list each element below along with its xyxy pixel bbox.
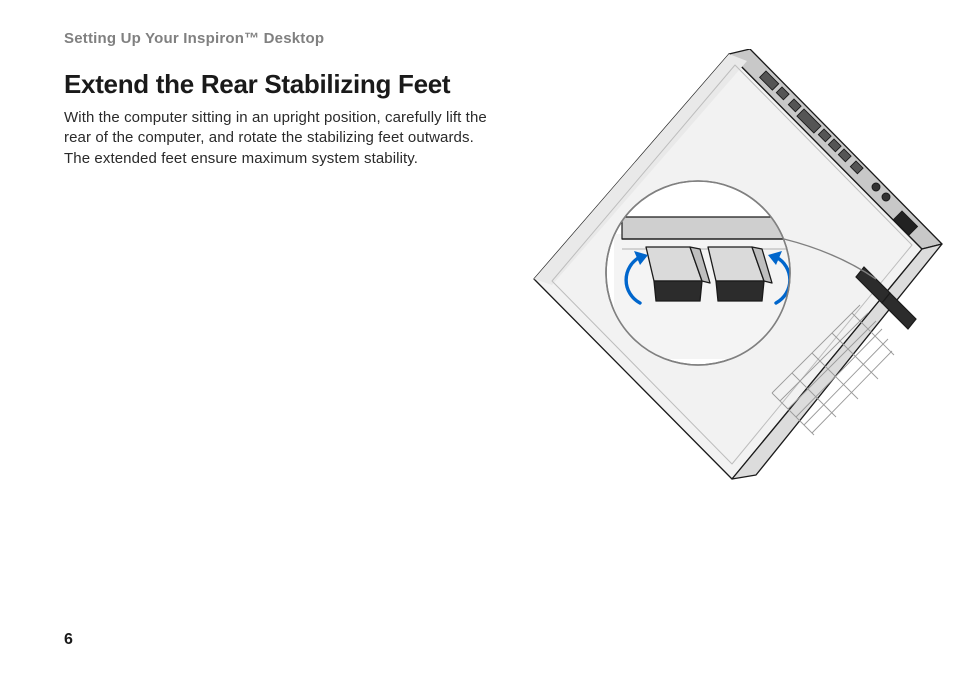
content-row: Extend the Rear Stabilizing Feet With th… xyxy=(64,69,894,169)
text-column: Extend the Rear Stabilizing Feet With th… xyxy=(64,69,494,169)
illustration-column xyxy=(514,69,894,169)
body-paragraph: With the computer sitting in an upright … xyxy=(64,108,494,169)
page-number: 6 xyxy=(64,631,73,649)
page-title: Extend the Rear Stabilizing Feet xyxy=(64,69,494,100)
foot-extended-left xyxy=(646,247,710,301)
manual-page: Setting Up Your Inspiron™ Desktop Extend… xyxy=(0,0,954,677)
section-header: Setting Up Your Inspiron™ Desktop xyxy=(64,30,894,47)
stabilizing-feet-diagram xyxy=(504,49,944,509)
foot-extended-right xyxy=(708,247,772,301)
